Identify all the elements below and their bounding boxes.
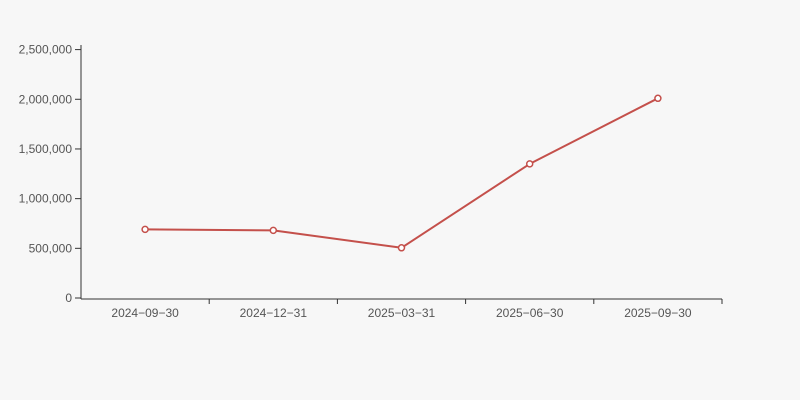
y-tick-label: 2,500,000 xyxy=(19,43,73,57)
y-tick-label: 500,000 xyxy=(29,241,73,255)
x-tick-label: 2025−03−31 xyxy=(368,306,436,320)
y-tick-label: 2,000,000 xyxy=(19,92,73,106)
x-tick-label: 2025−06−30 xyxy=(496,306,564,320)
data-line xyxy=(144,97,659,249)
data-point-marker[interactable] xyxy=(397,244,406,252)
x-tick-label: 2025−09−30 xyxy=(624,306,692,320)
data-point-marker[interactable] xyxy=(141,225,149,234)
data-point-marker[interactable] xyxy=(269,226,278,235)
data-point-marker[interactable] xyxy=(654,94,662,103)
y-tick-label: 1,500,000 xyxy=(19,142,73,156)
y-tick-label: 0 xyxy=(65,291,72,305)
x-tick-label: 2024−12−31 xyxy=(240,306,308,320)
y-tick-label: 1,000,000 xyxy=(19,192,73,206)
x-tick-label: 2024−09−30 xyxy=(111,306,179,320)
data-point-marker[interactable] xyxy=(525,160,534,168)
